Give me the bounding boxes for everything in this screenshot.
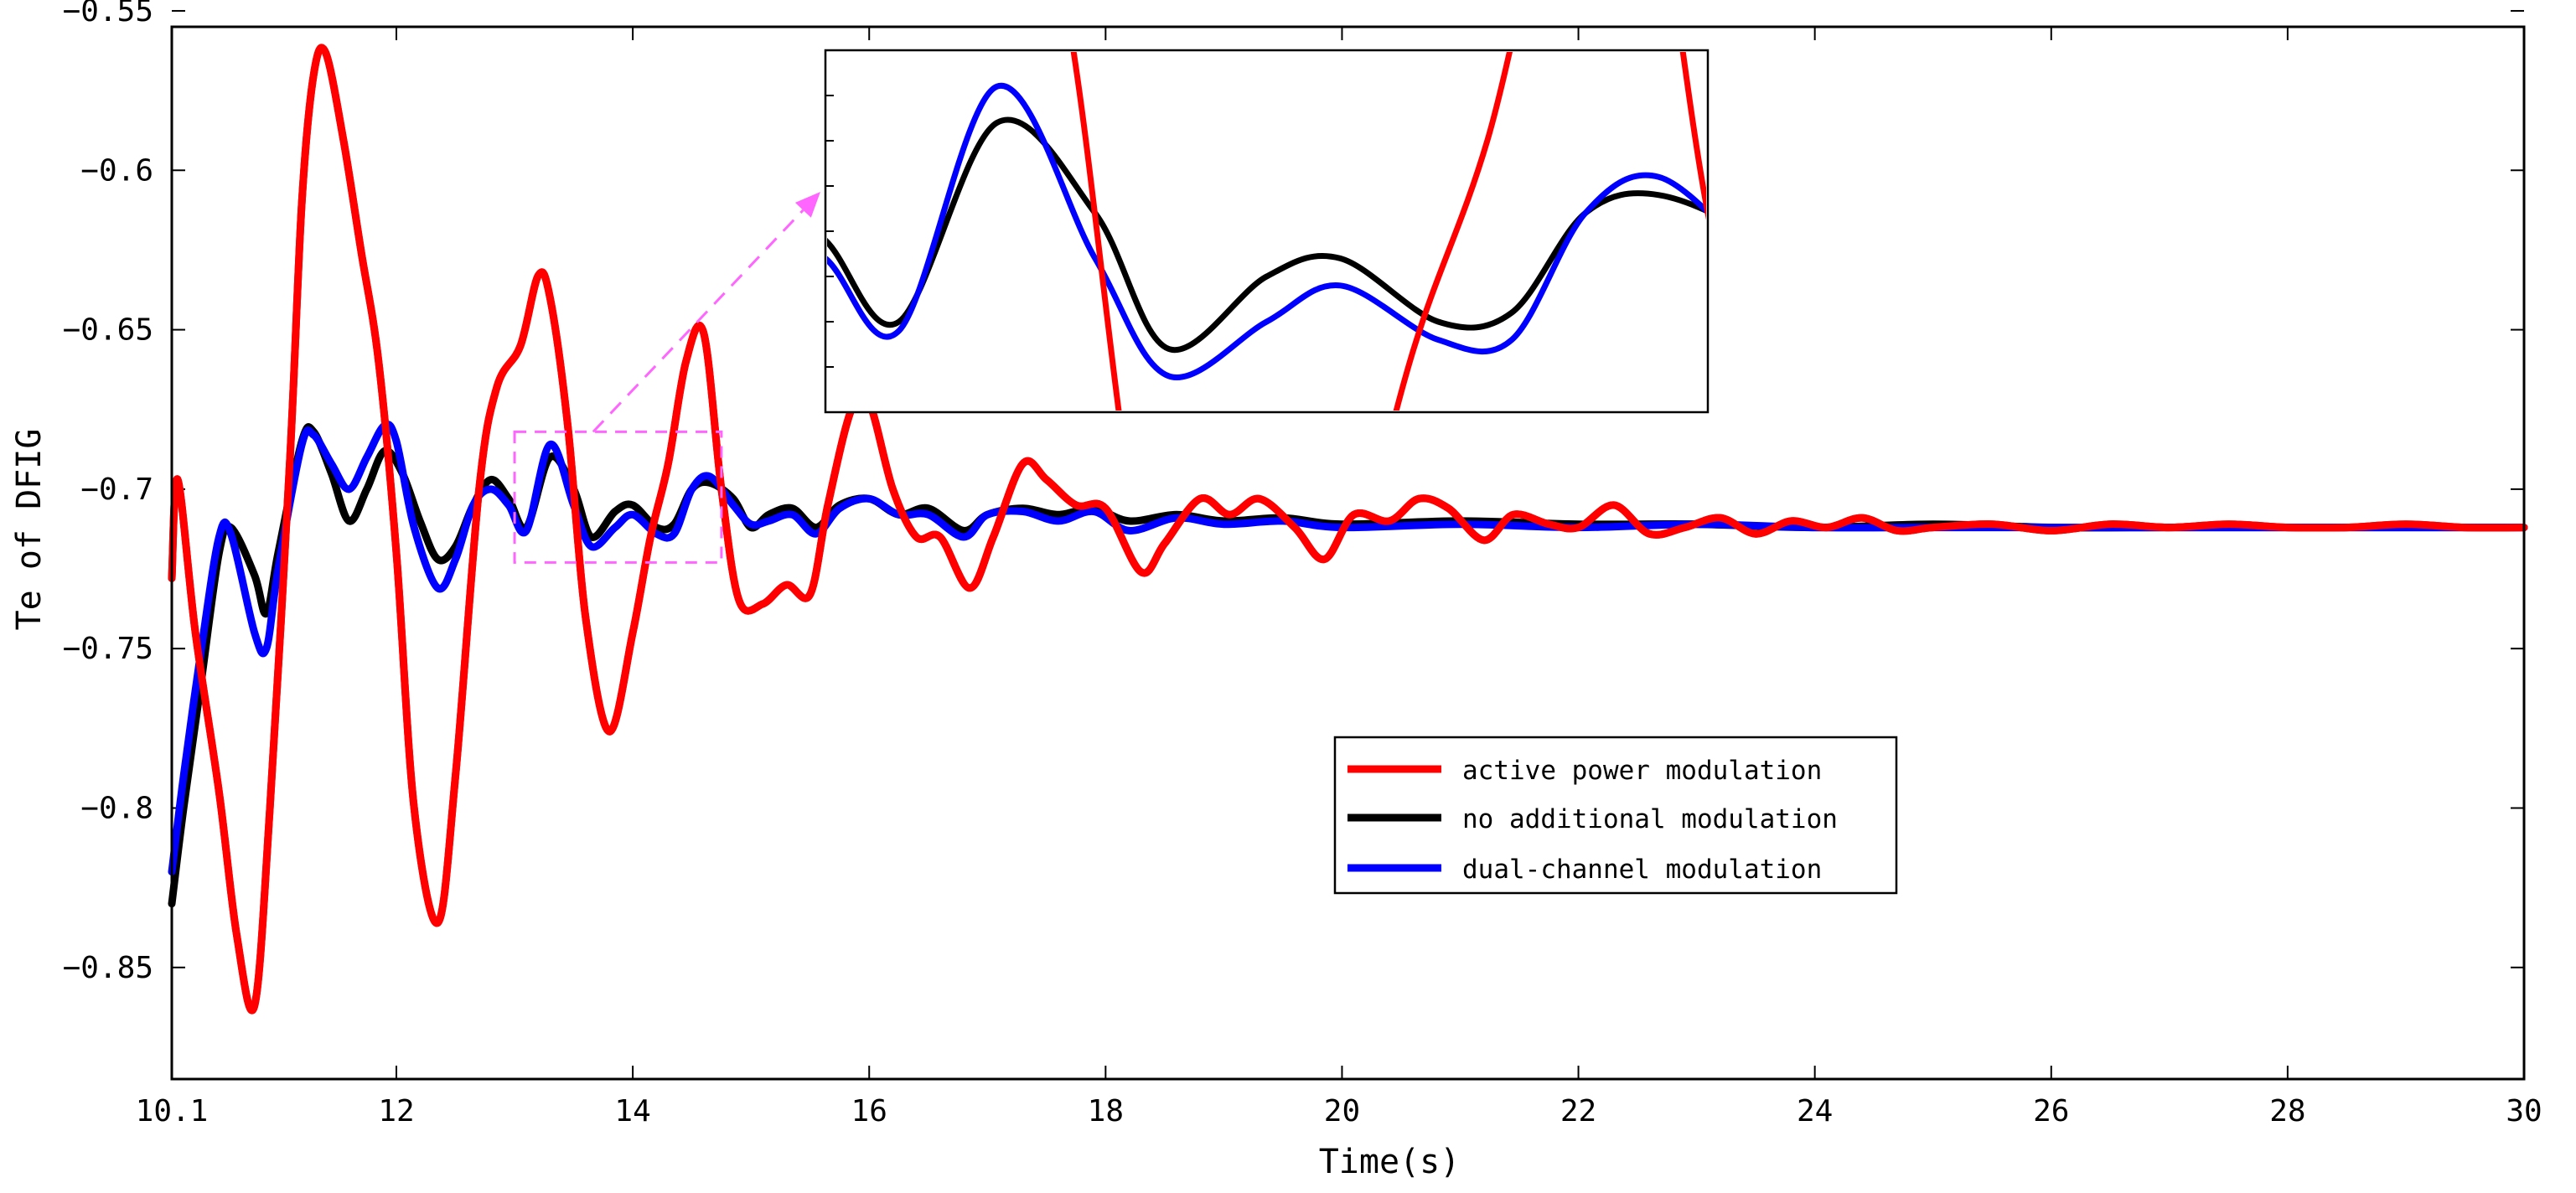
y-tick-label: −0.8 xyxy=(80,791,153,825)
x-tick-label: 12 xyxy=(378,1094,414,1128)
x-axis-label: Time(s) xyxy=(1319,1143,1461,1181)
axis-ticks-layer: 10.1 12 14 16 18 20 22 24 26 28 30 −0.55 −0.6 −0.65 −0… xyxy=(63,0,2542,1128)
inset-frame xyxy=(824,49,1710,414)
y-tick-label: −0.7 xyxy=(80,473,153,507)
x-tick-label: 28 xyxy=(2269,1094,2305,1128)
inset-panel xyxy=(824,49,1710,414)
y-tick-label: −0.6 xyxy=(80,153,153,188)
legend-label-active-power: active power modulation xyxy=(1462,756,1822,786)
zoom-source-box xyxy=(513,430,723,564)
legend-label-dual-channel: dual-channel modulation xyxy=(1462,855,1822,885)
y-tick-label: −0.65 xyxy=(63,313,153,348)
x-tick-label: 20 xyxy=(1324,1094,1360,1128)
plot-frame xyxy=(170,25,2526,1081)
x-tick-label: 14 xyxy=(614,1094,650,1128)
inset-line-dual-channel xyxy=(827,82,1706,380)
x-tick-label: 16 xyxy=(851,1094,887,1128)
y-tick-label: −0.55 xyxy=(63,0,153,28)
x-tick-label: 10.1 xyxy=(136,1094,209,1128)
y-axis-label: Te of DFIG xyxy=(10,429,49,631)
y-tick-label: −0.75 xyxy=(63,632,153,666)
x-tick-label: 30 xyxy=(2506,1094,2542,1128)
zoom-arrowhead xyxy=(794,192,820,218)
x-tick-label: 18 xyxy=(1088,1094,1124,1128)
inset-line-no-additional xyxy=(827,116,1706,354)
zoom-arrow xyxy=(592,209,804,433)
x-tick-label: 22 xyxy=(1560,1094,1596,1128)
x-tick-label: 24 xyxy=(1797,1094,1833,1128)
y-tick-label: −0.85 xyxy=(63,951,153,985)
legend-label-no-additional: no additional modulation xyxy=(1462,804,1838,834)
series-line-active-power-overlay xyxy=(168,44,2528,1015)
x-tick-label: 26 xyxy=(2033,1094,2069,1128)
legend: active power modulation no additional mo… xyxy=(1333,736,1898,895)
